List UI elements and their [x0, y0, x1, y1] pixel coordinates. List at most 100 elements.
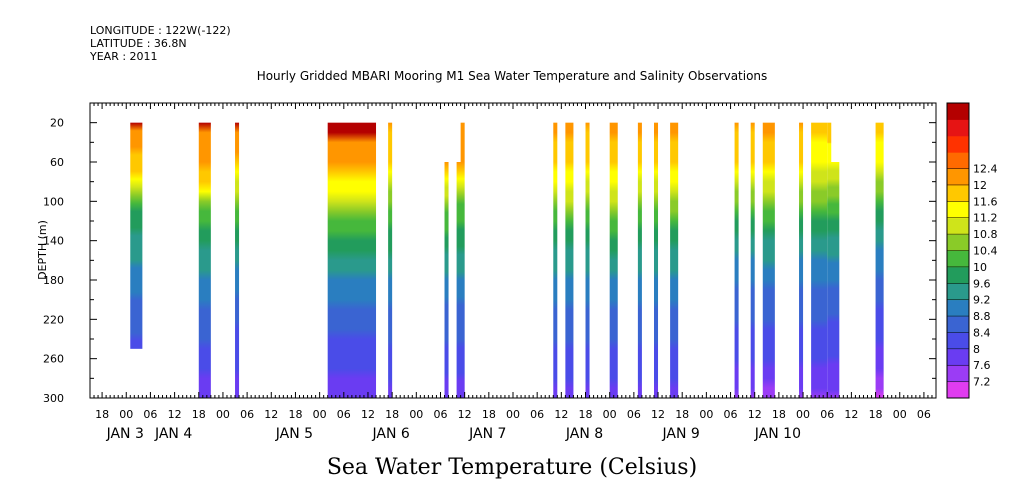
y-tick-label: 260 — [43, 353, 64, 366]
data-column — [799, 122, 804, 399]
colorbar-segment — [947, 119, 969, 137]
data-column — [553, 122, 558, 399]
colorbar-segment — [947, 168, 969, 186]
data-column — [762, 122, 775, 399]
x-day-label: JAN 8 — [565, 426, 603, 442]
colorbar-segment — [947, 381, 969, 399]
x-hour-label: 12 — [748, 408, 762, 421]
x-axis: 18 00 06 12 18 00 06 12 18 00 06 12 18 00 06 12 18 00 06 12… — [89, 103, 937, 442]
data-column — [750, 122, 755, 399]
x-hour-label: 06 — [917, 408, 931, 421]
y-tick-label: 60 — [50, 156, 64, 169]
x-day-label: JAN 10 — [754, 426, 801, 442]
colorbar-segment — [947, 299, 969, 317]
x-hour-label: 12 — [554, 408, 568, 421]
x-day-label: JAN 7 — [468, 426, 506, 442]
x-hour-label: 12 — [458, 408, 472, 421]
x-hour-label: 12 — [651, 408, 665, 421]
colorbar-segment — [947, 135, 969, 153]
data-column — [456, 162, 465, 398]
colorbar-label: 11.2 — [973, 212, 998, 225]
y-tick-label: 140 — [43, 235, 64, 248]
x-hour-label: 18 — [288, 408, 302, 421]
x-day-label: JAN 5 — [275, 426, 313, 442]
x-hour-label: 06 — [724, 408, 738, 421]
y-axis-label: DEPTH (m) — [36, 220, 49, 280]
y-tick-label: 180 — [43, 274, 64, 287]
metadata-block: LONGITUDE : 122W(-122) LATITUDE : 36.8N … — [90, 24, 231, 63]
colorbar-segment — [947, 266, 969, 284]
colorbar-label: 11.6 — [973, 195, 998, 208]
x-hour-label: 12 — [361, 408, 375, 421]
data-column — [130, 122, 143, 349]
y-tick-label: 100 — [43, 195, 64, 208]
colorbar-label: 10 — [973, 261, 987, 274]
colorbar-segment — [947, 217, 969, 235]
data-column — [875, 122, 884, 399]
x-hour-label: 18 — [772, 408, 786, 421]
chart-title: Hourly Gridded MBARI Mooring M1 Sea Wate… — [257, 69, 768, 83]
x-hour-label: 00 — [313, 408, 327, 421]
y-tick-label: 220 — [43, 313, 64, 326]
colorbar-segment — [947, 365, 969, 383]
colorbar-label: 7.6 — [973, 359, 991, 372]
longitude-label: LONGITUDE : 122W(-122) — [90, 24, 231, 37]
x-hour-label: 18 — [675, 408, 689, 421]
colorbar-segment — [947, 332, 969, 350]
x-hour-label: 12 — [844, 408, 858, 421]
colorbar-label: 8.8 — [973, 310, 991, 323]
colorbar-label: 8 — [973, 343, 980, 356]
x-hour-label: 06 — [627, 408, 641, 421]
x-hour-label: 00 — [216, 408, 230, 421]
data-column — [198, 122, 211, 399]
data-column — [327, 122, 377, 399]
data-column — [637, 122, 642, 399]
x-day-label: JAN 9 — [662, 426, 700, 442]
x-day-label: JAN 6 — [371, 426, 409, 442]
data-column — [444, 162, 449, 398]
x-hour-label: 00 — [506, 408, 520, 421]
data-column — [827, 162, 840, 398]
x-hour-label: 06 — [240, 408, 254, 421]
x-hour-label: 06 — [143, 408, 157, 421]
colorbar-label: 12 — [973, 179, 987, 192]
data-column — [460, 122, 465, 162]
data-column — [609, 122, 618, 399]
x-hour-label: 00 — [603, 408, 617, 421]
colorbar-segment — [947, 283, 969, 301]
x-hour-label: 12 — [168, 408, 182, 421]
x-hour-label: 18 — [869, 408, 883, 421]
data-column — [565, 122, 574, 399]
data-column — [827, 122, 832, 162]
x-axis-caption: Sea Water Temperature (Celsius) — [327, 455, 697, 480]
data-column — [654, 122, 659, 399]
x-hour-label: 06 — [530, 408, 544, 421]
colorbar-label: 9.6 — [973, 277, 991, 290]
data-column — [734, 122, 739, 399]
year-label: YEAR : 2011 — [90, 50, 158, 63]
x-hour-label: 00 — [893, 408, 907, 421]
colorbar-segment — [947, 152, 969, 170]
colorbar: 7.2 7.6 8 8.4 8.8 9.2 9.6 10 10.4 10.8 11.2 11.6 12 1… — [946, 102, 998, 399]
latitude-label: LATITUDE : 36.8N — [90, 37, 187, 50]
colorbar-label: 8.4 — [973, 326, 991, 339]
x-hour-label: 06 — [820, 408, 834, 421]
data-column — [388, 122, 393, 399]
colorbar-label: 12.4 — [973, 163, 998, 176]
colorbar-segment — [947, 184, 969, 202]
colorbar-segment — [947, 234, 969, 251]
colorbar-label: 7.2 — [973, 376, 991, 389]
x-hour-label: 00 — [796, 408, 810, 421]
data-column — [585, 122, 590, 399]
x-hour-label: 18 — [579, 408, 593, 421]
data-column — [811, 122, 828, 399]
x-hour-label: 06 — [433, 408, 447, 421]
colorbar-label: 9.2 — [973, 294, 991, 307]
x-hour-label: 18 — [192, 408, 206, 421]
y-axis: 20 60 100 140 180 220 260 300 — [43, 102, 936, 405]
x-hour-label: 18 — [95, 408, 109, 421]
y-tick-label: 20 — [50, 117, 64, 130]
x-hour-label: 12 — [264, 408, 278, 421]
plot-frame — [89, 102, 937, 399]
